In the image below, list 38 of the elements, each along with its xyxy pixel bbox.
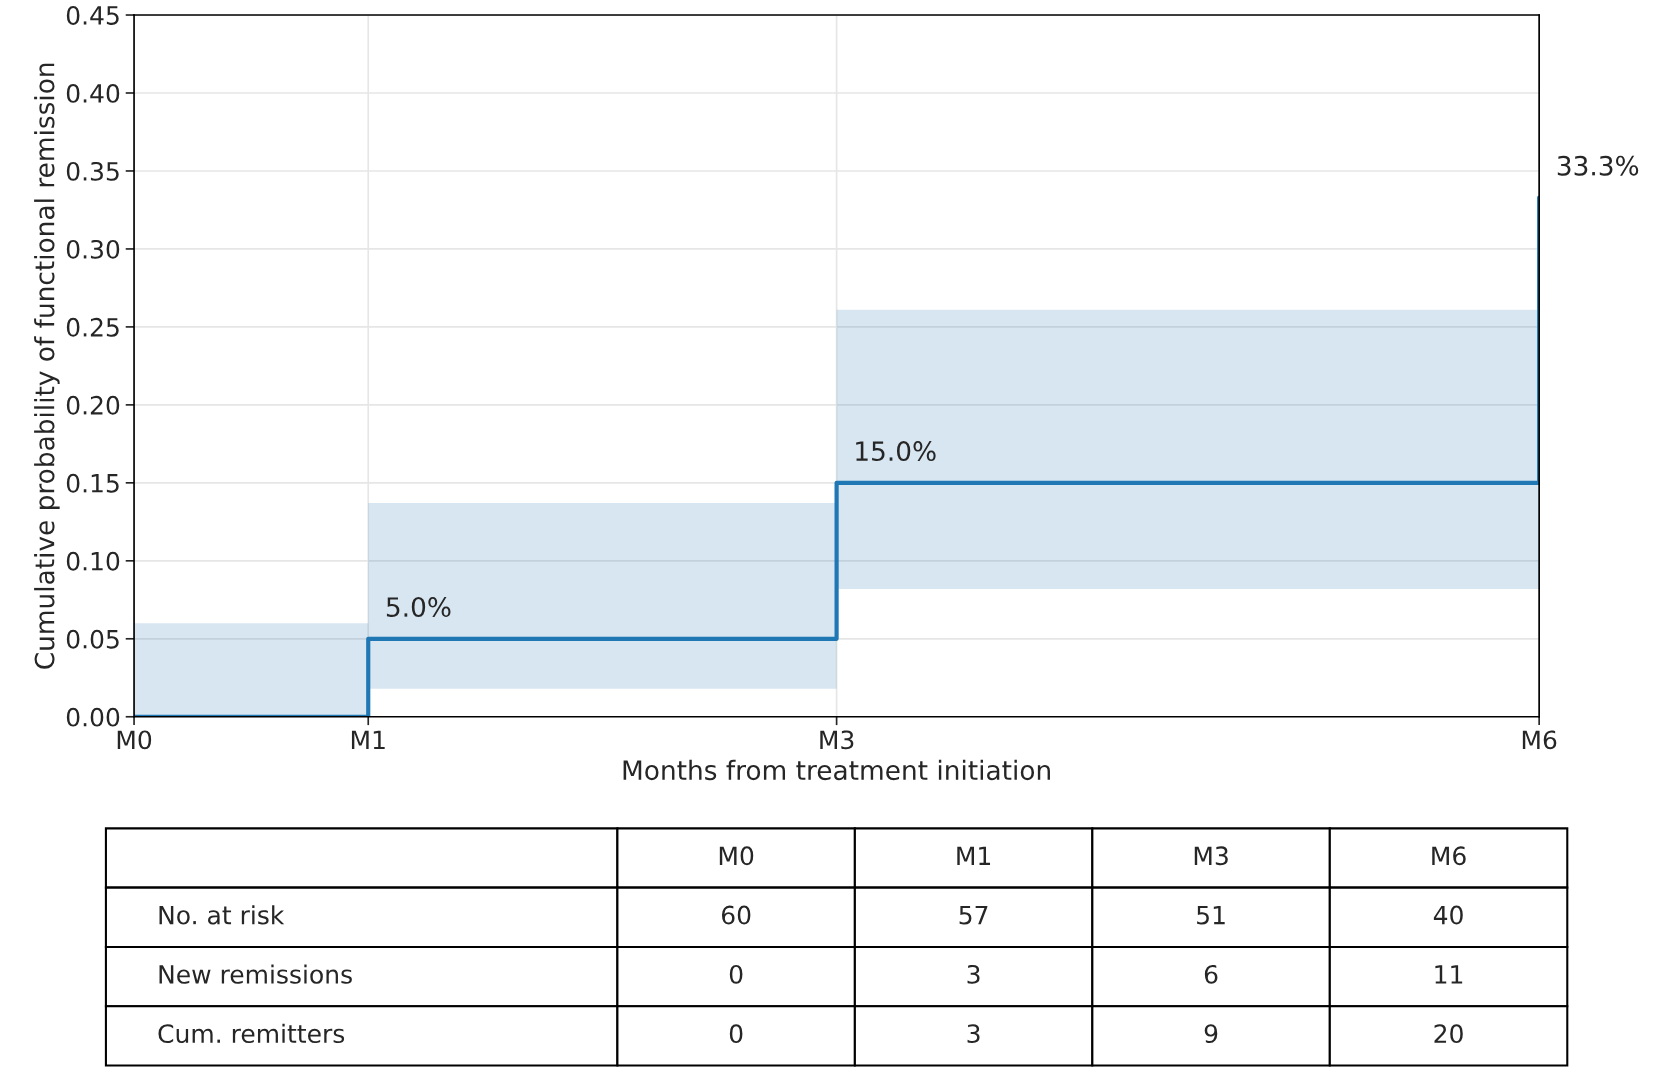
- y-tick-label: 0.10: [66, 551, 120, 571]
- text: 20: [1434, 1024, 1463, 1044]
- text: New remissions: [159, 964, 352, 984]
- x-tick-label: M3: [820, 730, 854, 750]
- y-tick-label: 0.45: [66, 5, 119, 25]
- text: 40: [1433, 905, 1463, 925]
- y-tick-label: 0.40: [66, 83, 120, 103]
- text: M1: [957, 846, 991, 865]
- y-tick-label: 0.25: [66, 317, 119, 337]
- x-axis-title: Months from treatment initiation: [623, 759, 1050, 781]
- text: 9: [1204, 1024, 1218, 1044]
- y-axis-title: Cumulative probability of functional remission: [34, 63, 60, 669]
- data-label: 5.0%: [386, 597, 451, 618]
- data-label: 15.0%: [856, 441, 936, 462]
- x-tick-label: M1: [351, 730, 385, 749]
- y-tick-label: 0.30: [66, 239, 120, 259]
- x-tick-label: M0: [117, 730, 152, 750]
- data-label: 33.3%: [1557, 155, 1639, 176]
- y-tick-label: 0.20: [66, 395, 120, 415]
- text: M6: [1432, 846, 1466, 866]
- text: 11: [1435, 965, 1463, 984]
- text: 0: [729, 1024, 743, 1044]
- x-tick-label: M6: [1522, 730, 1557, 750]
- text: No. at risk: [159, 905, 285, 925]
- y-tick-label: 0.15: [66, 473, 119, 493]
- text: 0: [729, 964, 743, 984]
- text: 51: [1197, 905, 1225, 925]
- text: 60: [721, 905, 751, 925]
- text: M0: [719, 846, 754, 866]
- y-tick-label: 0.35: [66, 161, 119, 181]
- y-tick-label: 0.00: [66, 707, 120, 727]
- text: M3: [1194, 846, 1228, 866]
- text: 57: [959, 905, 988, 925]
- text: 6: [1204, 964, 1218, 984]
- text: 3: [967, 964, 980, 984]
- text: Cum. remitters: [158, 1023, 345, 1044]
- y-tick-label: 0.05: [66, 629, 119, 649]
- text: 3: [967, 1024, 980, 1044]
